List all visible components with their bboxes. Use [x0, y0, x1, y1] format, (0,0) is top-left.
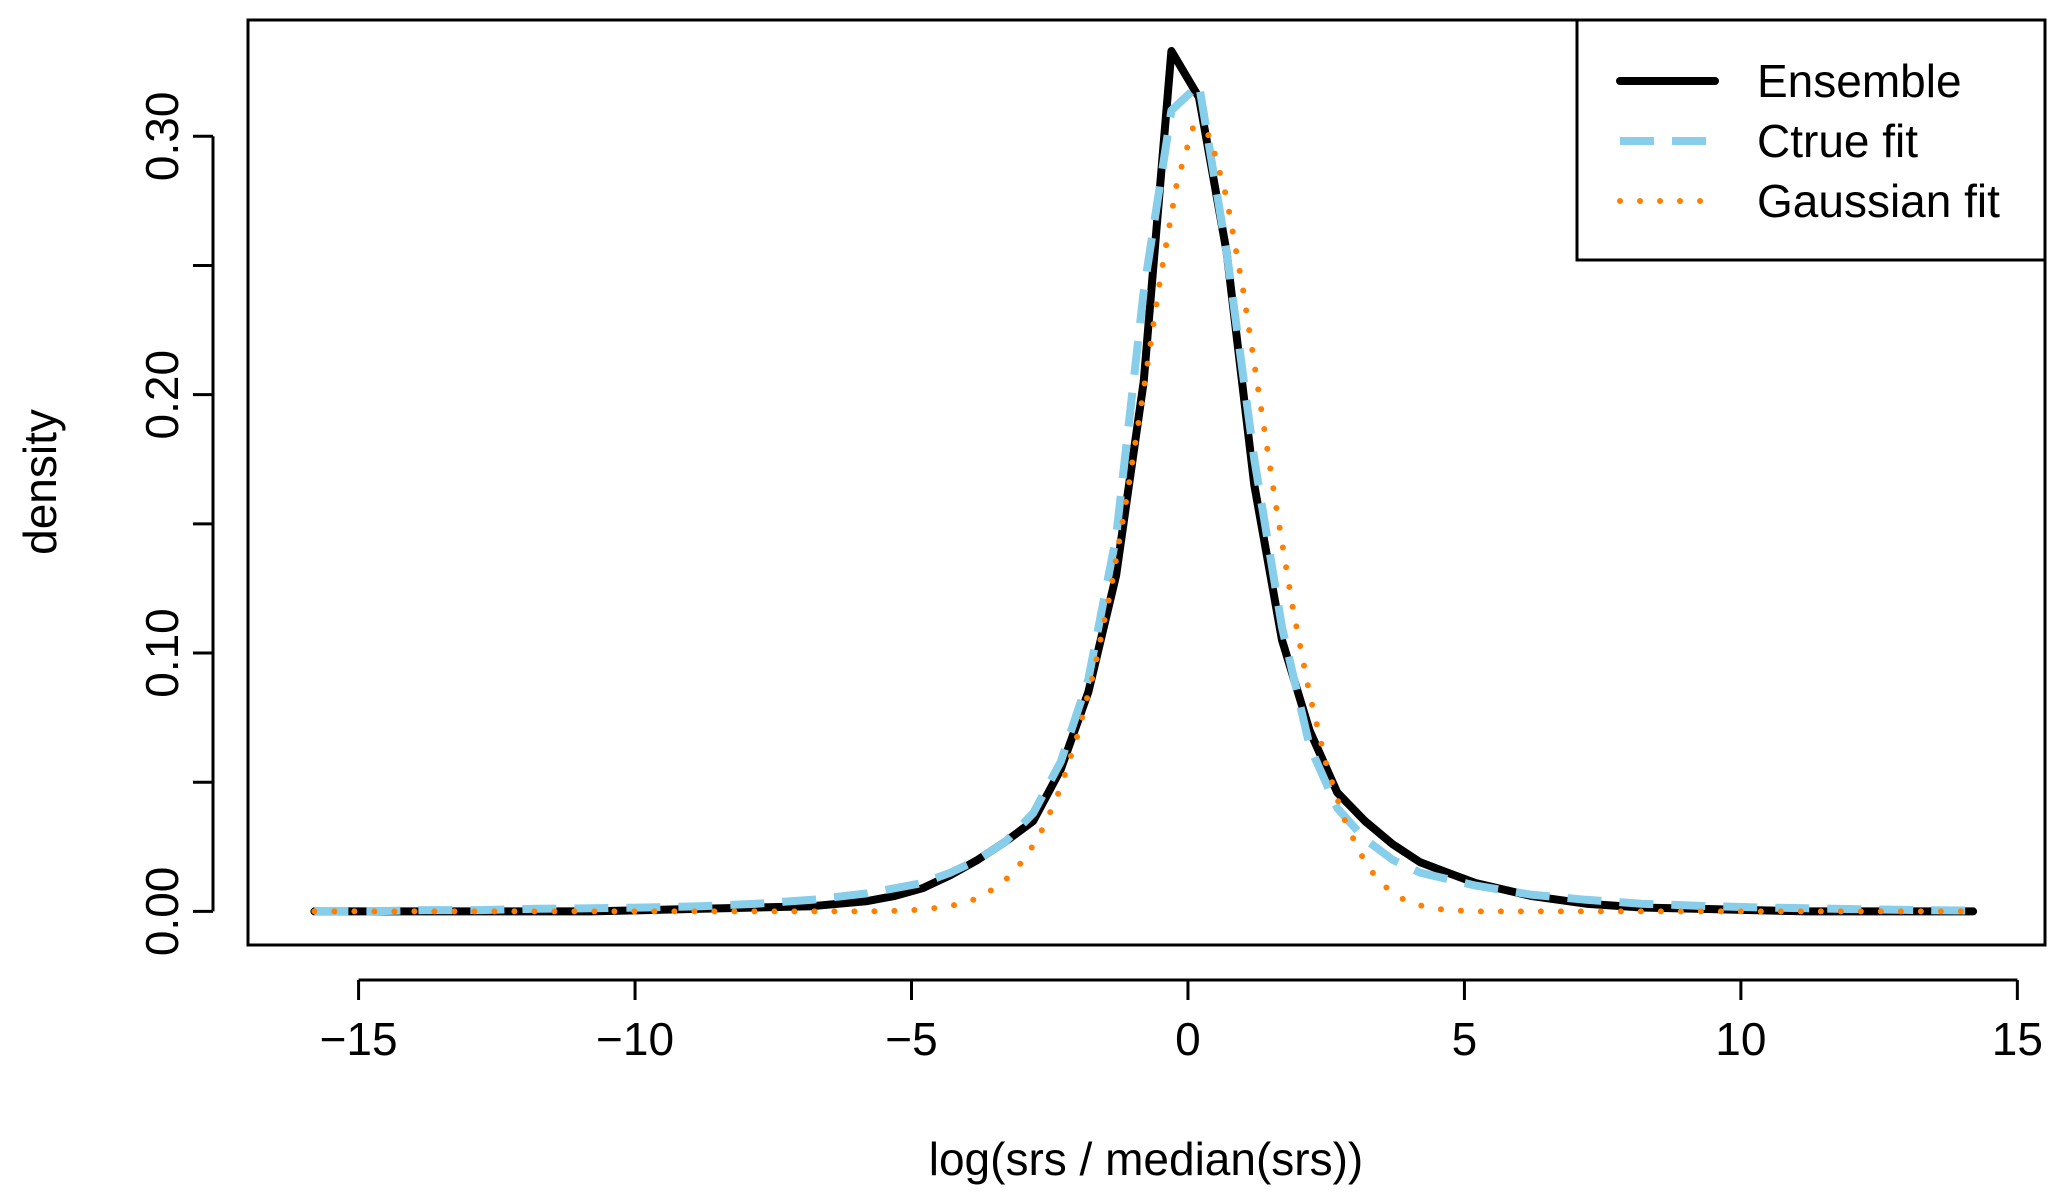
series-line-ctrue-fit: [314, 80, 1974, 916]
legend-label-ensemble: Ensemble: [1757, 55, 1962, 107]
series-layer: [310, 47, 1978, 916]
x-tick-label: −15: [320, 1013, 398, 1065]
x-tick-label: 5: [1452, 1013, 1478, 1065]
y-tick-label: 0.30: [136, 92, 188, 182]
legend-label-gaussian: Gaussian fit: [1757, 175, 2000, 227]
x-axis: −15 −10 −5 0 5 10 15: [320, 978, 2043, 1065]
x-tick-label: −10: [596, 1013, 674, 1065]
y-axis: 0.00 0.10 0.20 0.30: [136, 92, 215, 957]
y-tick-label: 0.20: [136, 350, 188, 440]
x-tick-label: −5: [885, 1013, 937, 1065]
plot-frame: [246, 18, 2047, 947]
x-axis-title: log(srs / median(srs)): [929, 1133, 1364, 1185]
y-tick-label: 0.00: [136, 867, 188, 957]
y-tick-label: 0.10: [136, 608, 188, 698]
legend-label-ctrue: Ctrue fit: [1757, 115, 1918, 167]
x-tick-label: 10: [1715, 1013, 1766, 1065]
legend-box: [1575, 18, 2047, 262]
x-tick-label: 15: [1992, 1013, 2043, 1065]
y-axis-title: density: [14, 409, 66, 555]
legend: Ensemble Ctrue fit Gaussian fit: [1575, 18, 2047, 262]
x-tick-label: 0: [1175, 1013, 1201, 1065]
